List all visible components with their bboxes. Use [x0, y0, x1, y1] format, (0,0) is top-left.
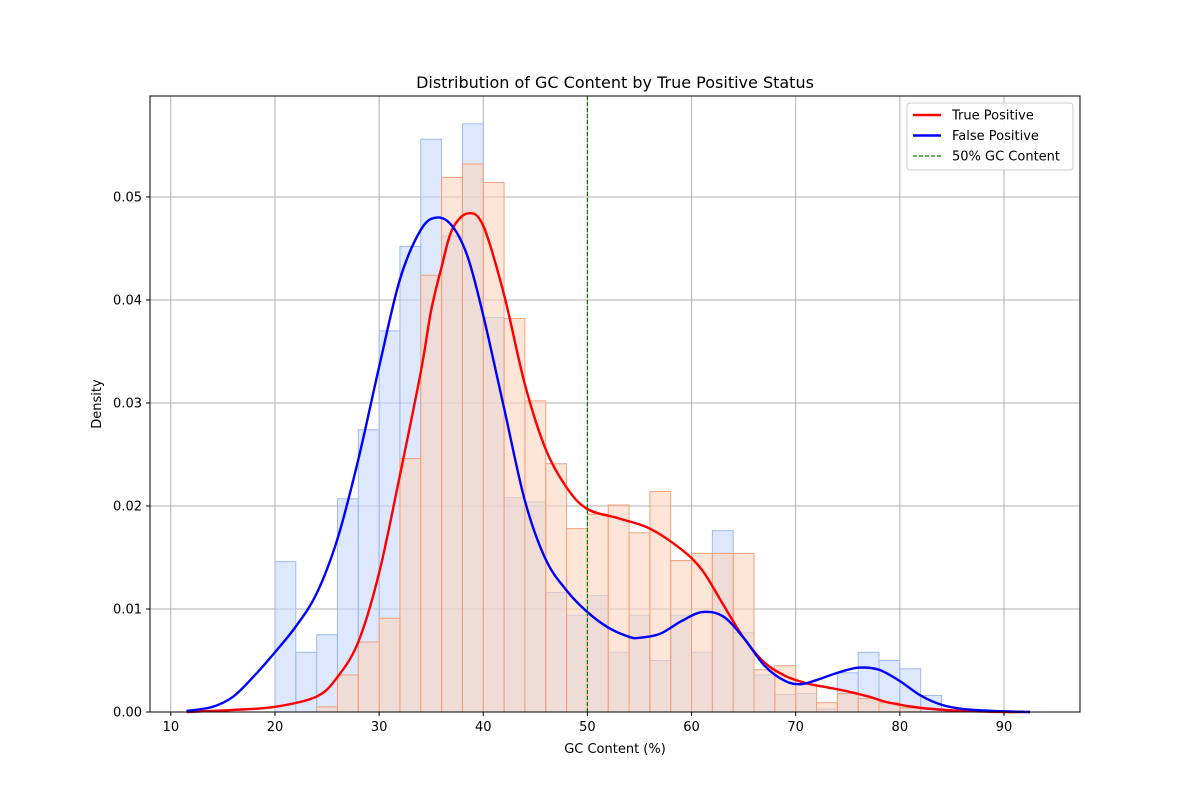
- y-tick-label: 0.00: [113, 706, 142, 721]
- y-tick-label: 0.02: [113, 499, 142, 514]
- x-tick-label: 80: [892, 720, 909, 735]
- y-tick-label: 0.04: [113, 293, 142, 308]
- x-tick-label: 20: [267, 720, 284, 735]
- y-tick-label: 0.05: [113, 190, 142, 205]
- legend-item-50-gc-content: 50% GC Content: [913, 150, 1060, 165]
- chart-title: Distribution of GC Content by True Posit…: [416, 73, 814, 92]
- x-tick-label: 40: [475, 720, 492, 735]
- x-tick-label: 30: [371, 720, 388, 735]
- x-tick-label: 60: [683, 720, 700, 735]
- y-tick-label: 0.01: [113, 602, 142, 617]
- legend-label: False Positive: [952, 129, 1039, 144]
- plot-frame: [149, 95, 1081, 713]
- legend-label: True Positive: [951, 109, 1034, 124]
- legend-item-false-positive: False Positive: [913, 129, 1039, 144]
- y-axis-title: Density: [90, 379, 105, 429]
- y-tick-label: 0.03: [113, 396, 142, 411]
- x-tick-label: 10: [163, 720, 180, 735]
- legend-label: 50% GC Content: [952, 150, 1060, 165]
- x-tick-label: 70: [787, 720, 804, 735]
- legend-box: [906, 102, 1074, 171]
- tick-layer: 10 20 30 40 50 60 70 80 90 0.00 0.01 0.02 0.03 0.04 0.…: [113, 190, 1012, 735]
- legend-item-true-positive: True Positive: [913, 109, 1034, 124]
- x-axis-title: GC Content (%): [564, 742, 666, 757]
- legend: True Positive False Positive 50% GC Conten…: [906, 102, 1074, 171]
- kde-line-true-positive: [186, 211, 1031, 714]
- x-tick-label: 90: [996, 720, 1013, 735]
- x-tick-label: 50: [579, 720, 596, 735]
